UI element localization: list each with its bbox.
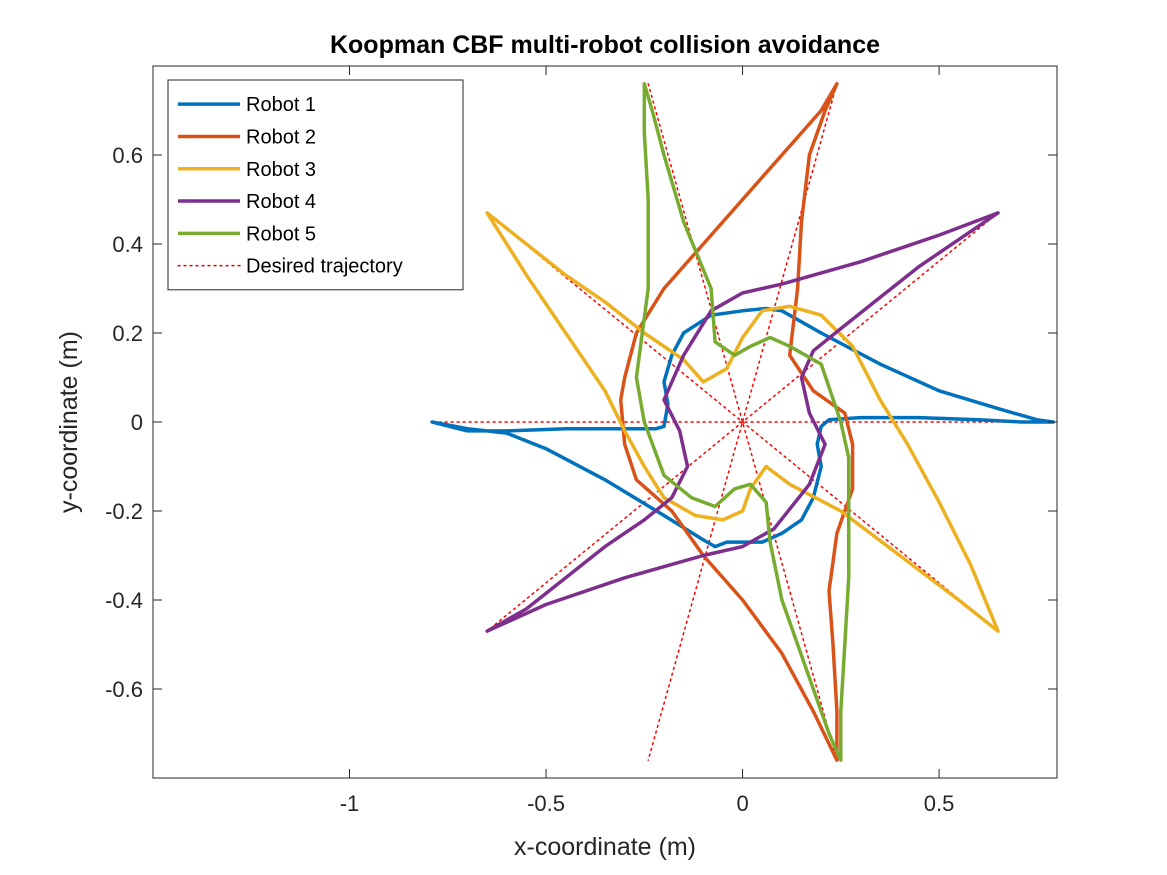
legend-box xyxy=(167,79,464,291)
legend-label-desired-trajectory: Desired trajectory xyxy=(246,256,403,278)
y-tick-label: 0 xyxy=(131,410,143,435)
series-line-robot-3 xyxy=(485,211,1000,633)
y-tick-label: -0.2 xyxy=(105,499,143,524)
legend-label-robot-4: Robot 4 xyxy=(246,191,316,213)
y-tick-label: 0.6 xyxy=(112,143,143,168)
x-tick-label: 0 xyxy=(736,791,748,816)
series-line-robot-5 xyxy=(634,82,851,762)
series-line-robot-1 xyxy=(430,306,1055,549)
legend-label-robot-2: Robot 2 xyxy=(246,126,316,148)
y-axis-label: y-coordinate (m) xyxy=(55,331,83,513)
x-tick-label: -1 xyxy=(340,791,360,816)
legend-label-robot-3: Robot 3 xyxy=(246,159,316,181)
plot-area xyxy=(430,82,1055,762)
series-line-robot-2 xyxy=(618,82,855,762)
x-tick-label: 0.5 xyxy=(924,791,955,816)
axes: -1 -0.5 0 0.5 -0.6 -0.4 -0.2 0 0.2 0.4 0.6 xyxy=(105,65,1058,816)
y-tick-label: 0.4 xyxy=(112,232,143,257)
y-tick-label: -0.4 xyxy=(105,588,143,613)
legend: Robot 1 Robot 2 Robot 3 Robot 4 Robot 5 Desir… xyxy=(167,79,464,291)
series-desired-trajectory xyxy=(431,83,1054,761)
legend-label-robot-5: Robot 5 xyxy=(246,223,316,245)
x-axis-label: x-coordinate (m) xyxy=(514,833,696,861)
y-tick-label: -0.6 xyxy=(105,677,143,702)
x-tick-label: -0.5 xyxy=(527,791,565,816)
chart-title: Koopman CBF multi-robot collision avoida… xyxy=(330,31,880,59)
y-tick-label: 0.2 xyxy=(112,321,143,346)
desired-trajectory-segment-5 xyxy=(486,212,999,632)
legend-label-robot-1: Robot 1 xyxy=(246,94,316,116)
